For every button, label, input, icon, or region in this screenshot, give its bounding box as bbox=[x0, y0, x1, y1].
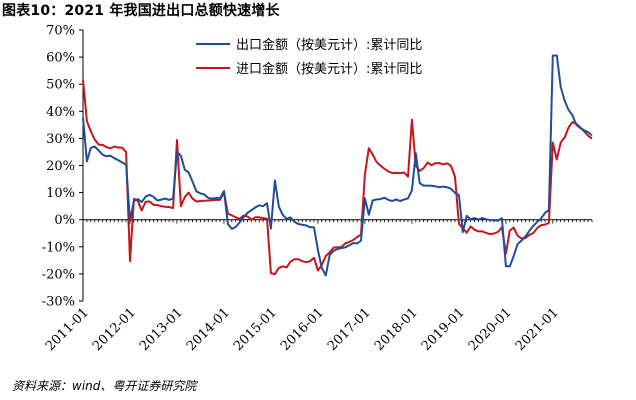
y-tick-label: 40% bbox=[46, 105, 75, 120]
x-tick-label: 2017-01 bbox=[325, 305, 374, 354]
x-tick-label: 2019-01 bbox=[419, 305, 468, 354]
x-tick-label: 2014-01 bbox=[184, 305, 233, 354]
y-tick-label: 10% bbox=[46, 186, 75, 201]
x-tick-label: 2018-01 bbox=[372, 305, 421, 354]
chart-title: 图表10：2021 年我国进出口总额快速增长 bbox=[2, 3, 280, 19]
x-tick-label: 2011-01 bbox=[43, 305, 92, 354]
source-note: 资料来源：wind、粤开证券研究院 bbox=[12, 379, 197, 393]
y-tick-label: 70% bbox=[46, 24, 75, 39]
series-line-import bbox=[82, 79, 593, 276]
series-layer bbox=[82, 54, 593, 277]
legend-label-import: 进口金额（按美元计）:累计同比 bbox=[236, 61, 422, 77]
legend-label-export: 出口金额（按美元计）:累计同比 bbox=[236, 37, 422, 53]
series-line-export bbox=[82, 54, 593, 277]
y-tick-label: 30% bbox=[46, 132, 75, 147]
y-tick-label: -30% bbox=[42, 295, 75, 310]
y-tick-label: 60% bbox=[46, 51, 75, 66]
y-tick-label: 20% bbox=[46, 159, 75, 174]
x-tick-label: 2013-01 bbox=[137, 305, 186, 354]
x-axis: 2011-012012-012013-012014-012015-012016-… bbox=[43, 219, 593, 354]
x-tick-label: 2016-01 bbox=[278, 305, 327, 354]
x-tick-label: 2015-01 bbox=[231, 305, 280, 354]
x-tick-label: 2021-01 bbox=[513, 305, 562, 354]
y-tick-label: 0% bbox=[54, 213, 75, 228]
x-tick-label: 2020-01 bbox=[466, 305, 515, 354]
y-axis: -30% -20% -10% 0% 10% 20% 30% 40% 50% 60% 70% bbox=[42, 24, 84, 310]
y-tick-label: 50% bbox=[46, 78, 75, 93]
y-tick-label: -10% bbox=[42, 240, 75, 255]
y-tick-label: -20% bbox=[42, 267, 75, 282]
x-tick-label: 2012-01 bbox=[90, 305, 139, 354]
